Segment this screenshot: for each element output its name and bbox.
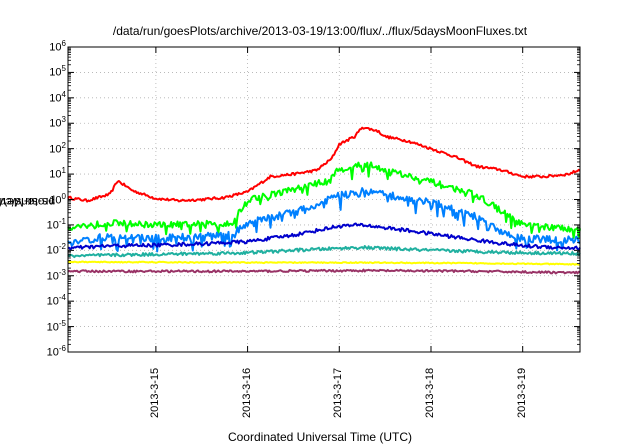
series-line-1 — [67, 126, 581, 203]
y-tick-exponent: -2 — [58, 242, 66, 252]
y-tick-base: 10 — [46, 244, 59, 257]
x-tick-label-text: 2013-3-15 — [148, 367, 161, 418]
y-tick-exponent: -3 — [58, 267, 66, 277]
y-tick-base: 10 — [49, 92, 62, 105]
y-tick-base: 10 — [49, 143, 62, 156]
y-tick-exponent: 3 — [61, 115, 66, 125]
y-tick-label: 10-3 — [47, 268, 66, 283]
y-tick-exponent: 5 — [61, 64, 66, 74]
y-tick-label: 10-2 — [47, 242, 66, 257]
y-tick-exponent: -5 — [58, 318, 66, 328]
y-tick-label: 10-1 — [47, 217, 66, 232]
y-tick-base: 10 — [49, 67, 62, 80]
y-tick-label: 10-5 — [47, 319, 66, 334]
y-tick-base: 10 — [46, 219, 59, 232]
y-tick-base: 10 — [46, 321, 59, 334]
y-tick-exponent: 6 — [61, 38, 66, 48]
y-tick-label: 10-6 — [47, 344, 66, 359]
x-tick-label-text: 2013-3-17 — [332, 367, 345, 418]
y-axis-label-rest: -s-sr-MeV — [0, 195, 52, 210]
y-tick-label: 101 — [49, 166, 66, 181]
y-tick-exponent: -4 — [58, 293, 66, 303]
y-tick-base: 10 — [46, 270, 59, 283]
y-tick-base: 10 — [49, 168, 62, 181]
y-tick-exponent: -6 — [58, 343, 66, 353]
series-line-5 — [67, 245, 581, 259]
tick-marks — [68, 46, 580, 353]
series-line-4 — [67, 222, 581, 251]
y-tick-exponent: 1 — [61, 166, 66, 176]
x-tick-label-text: 2013-3-19 — [515, 367, 528, 418]
y-tick-base: 10 — [49, 41, 62, 54]
y-tick-base: 10 — [49, 194, 62, 207]
y-tick-exponent: 2 — [61, 140, 66, 150]
y-tick-exponent: -1 — [58, 216, 66, 226]
y-tick-exponent: 4 — [61, 89, 66, 99]
y-tick-label: 103 — [49, 115, 66, 130]
y-tick-label: 105 — [49, 64, 66, 79]
y-tick-base: 10 — [49, 117, 62, 130]
x-tick-label-text: 2013-3-16 — [240, 367, 253, 418]
x-axis-label: Coordinated Universal Time (UTC) — [227, 430, 413, 444]
x-tick-label-text: 2013-3-18 — [423, 367, 436, 418]
y-tick-label: 102 — [49, 141, 66, 156]
y-tick-label: 104 — [49, 90, 66, 105]
y-tick-label: 100 — [49, 191, 66, 206]
series-line-2 — [67, 161, 581, 239]
y-tick-label: 106 — [49, 39, 66, 54]
y-tick-base: 10 — [46, 346, 59, 359]
y-tick-label: 10-4 — [47, 293, 66, 308]
grid-lines — [68, 47, 580, 352]
series-lines — [67, 126, 581, 275]
series-line-6 — [67, 260, 581, 266]
chart-title: /data/run/goesPlots/archive/2013-03-19/1… — [112, 24, 528, 38]
y-tick-exponent: 0 — [61, 191, 66, 201]
series-line-7 — [67, 268, 581, 275]
y-tick-base: 10 — [46, 295, 59, 308]
series-line-3 — [67, 187, 581, 253]
